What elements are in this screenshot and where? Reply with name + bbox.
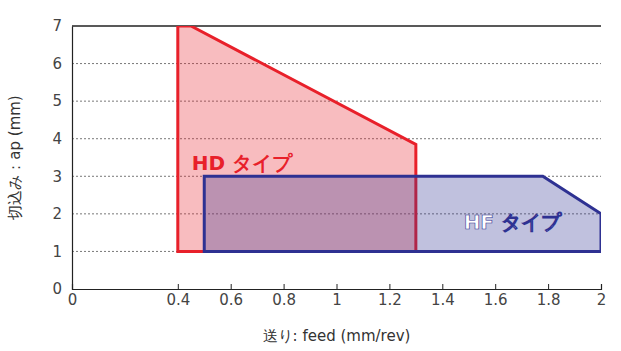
tick-label: 1 <box>332 291 342 309</box>
tick-label: 2 <box>52 205 62 223</box>
tick-label: 0 <box>68 291 78 309</box>
tick: 1.2 <box>378 284 402 309</box>
tick-label: 0.8 <box>272 291 296 309</box>
tick: 6 <box>52 55 72 73</box>
grid-line <box>72 63 601 64</box>
tick-label: 1.4 <box>431 291 455 309</box>
tick: 5 <box>52 92 72 110</box>
tick: 4 <box>52 130 72 148</box>
tick-mark <box>178 284 179 289</box>
area-label: HD タイプ <box>192 151 293 175</box>
area-label: HF タイプ <box>464 210 562 234</box>
tick: 1 <box>52 243 72 261</box>
tick-label: 1 <box>52 243 62 261</box>
area-labels: HD タイプ HF タイプ <box>192 151 562 234</box>
tick: 7 <box>52 17 72 35</box>
chart: 0 0.4 0.6 0.8 1 1.2 1.4 1.6 1.8 2 0 1 2 3 4 5 6 7 送り: feed… <box>0 0 621 351</box>
tick-mark <box>231 284 232 289</box>
tick: 1.6 <box>484 284 508 309</box>
y-axis-title: 切込み：ap (mm) <box>6 95 24 219</box>
tick: 0.4 <box>166 284 190 309</box>
axis-line <box>72 27 73 290</box>
tick-mark <box>442 284 443 289</box>
tick: 0.6 <box>219 284 243 309</box>
tick: 0 <box>52 280 72 298</box>
tick-label: 5 <box>52 92 62 110</box>
tick-label: 6 <box>52 55 62 73</box>
x-axis-title: 送り: feed (mm/rev) <box>263 327 411 345</box>
x-axis: 0 0.4 0.6 0.8 1 1.2 1.4 1.6 1.8 2 <box>68 284 607 309</box>
tick: 1.8 <box>537 284 561 309</box>
tick-mark <box>284 284 285 289</box>
plot-area <box>178 26 601 251</box>
tick-label: 1.6 <box>484 291 508 309</box>
tick-label: 0.4 <box>166 291 190 309</box>
tick: 1.4 <box>431 284 455 309</box>
tick-label: 4 <box>52 130 62 148</box>
axis-line <box>73 284 602 290</box>
tick: 0.8 <box>272 284 296 309</box>
tick: 2 <box>597 284 607 309</box>
tick-label: 0 <box>52 280 62 298</box>
grid <box>72 26 601 251</box>
tick-label: 3 <box>52 168 62 186</box>
tick: 2 <box>52 205 72 223</box>
tick-mark <box>601 284 602 289</box>
tick: 3 <box>52 168 72 186</box>
tick-label: 1.8 <box>537 291 561 309</box>
tick-label: 0.6 <box>219 291 243 309</box>
tick-label: 2 <box>597 291 607 309</box>
grid-line <box>72 25 601 27</box>
tick-label: 7 <box>52 17 62 35</box>
tick: 1 <box>332 284 342 309</box>
tick-mark <box>337 284 338 289</box>
y-axis: 0 1 2 3 4 5 6 7 <box>52 17 72 298</box>
tick-mark <box>548 284 549 289</box>
tick-label: 1.2 <box>378 291 402 309</box>
tick-mark <box>495 284 496 289</box>
area <box>204 176 601 251</box>
tick-mark <box>389 284 390 289</box>
